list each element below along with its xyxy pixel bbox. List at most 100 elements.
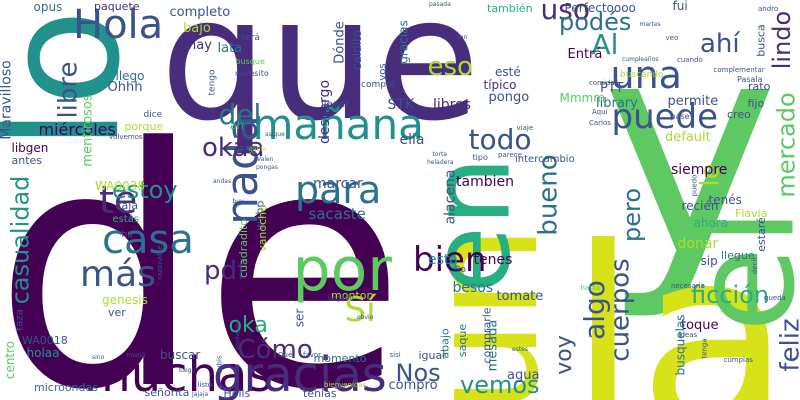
cloud-word: listo (197, 380, 213, 389)
cloud-word: Holis (223, 386, 251, 400)
cloud-word: abajo (438, 327, 452, 359)
cloud-word: nochecita (234, 320, 242, 350)
cloud-word: default (665, 129, 711, 145)
cloud-word: porque (124, 119, 164, 133)
cloud-word: toque (681, 317, 719, 333)
cloud-word: asique (265, 131, 285, 138)
cloud-word: Al (591, 28, 619, 61)
cloud-word: voy (551, 335, 577, 375)
cloud-word: pdf (204, 256, 247, 286)
cloud-word: con (456, 34, 468, 41)
cloud-word: casa (102, 217, 194, 263)
cloud-word: también (487, 1, 533, 15)
cloud-word: veo (665, 33, 679, 42)
cloud-word: necesito (235, 69, 269, 78)
cloud-word: mentirosos (80, 93, 96, 167)
cloud-word: completo (169, 4, 231, 20)
cloud-word: buy (232, 198, 244, 205)
cloud-word: ahí (700, 29, 740, 59)
cloud-word: pongo (488, 89, 530, 105)
cloud-word: obvio (357, 314, 374, 321)
cloud-word: fui (672, 0, 688, 13)
cloud-word: bienvenidas (324, 380, 367, 389)
cloud-word: puedo (690, 174, 699, 196)
cloud-word: bueno (533, 154, 564, 236)
cloud-word: tenga (700, 337, 709, 359)
cloud-word: bien (413, 240, 487, 280)
cloud-word: la (568, 194, 792, 400)
cloud-word: oka (228, 313, 268, 338)
cloud-word: llegar (321, 99, 350, 110)
cloud-word: hay (188, 37, 212, 53)
cloud-word: agua (507, 367, 540, 383)
cloud-word: taza (14, 309, 26, 331)
cloud-word: Aquí (592, 107, 608, 116)
cloud-word: pase (670, 112, 690, 121)
cloud-word: sacaste (308, 204, 366, 223)
cloud-word: monton (331, 288, 374, 302)
cloud-word: rato (748, 79, 771, 93)
cloud-word: estaré (754, 216, 768, 252)
cloud-word: busca (754, 23, 768, 57)
cloud-word: bajo (183, 20, 211, 36)
cloud-word: pasada (429, 1, 451, 8)
cloud-word: una (610, 53, 682, 97)
cloud-word: cuerpos (605, 258, 636, 362)
cloud-word: holaa (26, 346, 60, 360)
cloud-word: mamá (126, 352, 146, 359)
cloud-word: Qué (278, 350, 293, 359)
cloud-word: miércoles (38, 120, 116, 139)
cloud-word: besos (452, 280, 494, 296)
cloud-word: andas (213, 178, 232, 185)
cloud-word: mercado (772, 92, 800, 198)
cloud-word: Mmmm (559, 91, 605, 105)
cloud-word: ella (399, 132, 425, 148)
cloud-word: libgen (11, 141, 49, 155)
cloud-word: llego (115, 69, 145, 83)
cloud-word: tengo (207, 69, 218, 95)
cloud-word: llegado (328, 293, 354, 302)
cloud-word: Maravilloso (0, 60, 15, 140)
cloud-word: Hola (73, 2, 164, 48)
cloud-word: decir (750, 256, 759, 274)
cloud-word: de (0, 78, 406, 400)
cloud-word: fijo (747, 96, 765, 110)
cloud-word: Entrá (567, 46, 603, 62)
cloud-word: comprarle (480, 306, 494, 364)
cloud-word: ideas (678, 330, 698, 339)
cloud-word: STK (387, 97, 415, 113)
cloud-word: tenés (708, 193, 742, 207)
cloud-word: todo (468, 123, 532, 156)
cloud-word: necesario (671, 281, 705, 290)
cloud-word: Ro (454, 264, 466, 275)
cloud-word: Jajaja (192, 391, 209, 398)
cloud-word: vemos (460, 371, 540, 399)
cloud-word: podés (559, 8, 632, 36)
cloud-word: para (295, 168, 382, 212)
cloud-word: buscar (160, 348, 201, 362)
cloud-word: descargo (317, 79, 334, 145)
cloud-word: puede (611, 97, 719, 137)
cloud-word: gatito (249, 146, 267, 153)
cloud-word: Cómo (237, 335, 313, 365)
cloud-word: WA0018 (22, 333, 68, 347)
cloud-word: centro (3, 340, 18, 380)
cloud-word: tomate (496, 288, 544, 304)
cloud-word: Valen (257, 156, 274, 163)
cloud-word: buscando (620, 69, 664, 80)
cloud-word: tipo (472, 153, 488, 162)
cloud-word: ah (230, 118, 244, 132)
cloud-word: estás (112, 214, 140, 225)
cloud-word: tenias (303, 386, 337, 400)
cloud-word: genesis (102, 293, 148, 307)
cloud-word: Dónde (332, 20, 348, 64)
cloud-word: ser (291, 308, 306, 328)
cloud-word: complementar (713, 65, 765, 74)
cloud-word: esté (495, 65, 521, 79)
cloud-word: señorita (144, 385, 190, 399)
cloud-word: Carlos (589, 118, 611, 127)
cloud-word: Perfectoooo (564, 1, 636, 15)
cloud-word: luego (178, 367, 196, 374)
cloud-word: library (596, 95, 638, 111)
cloud-word: dice (143, 109, 163, 120)
